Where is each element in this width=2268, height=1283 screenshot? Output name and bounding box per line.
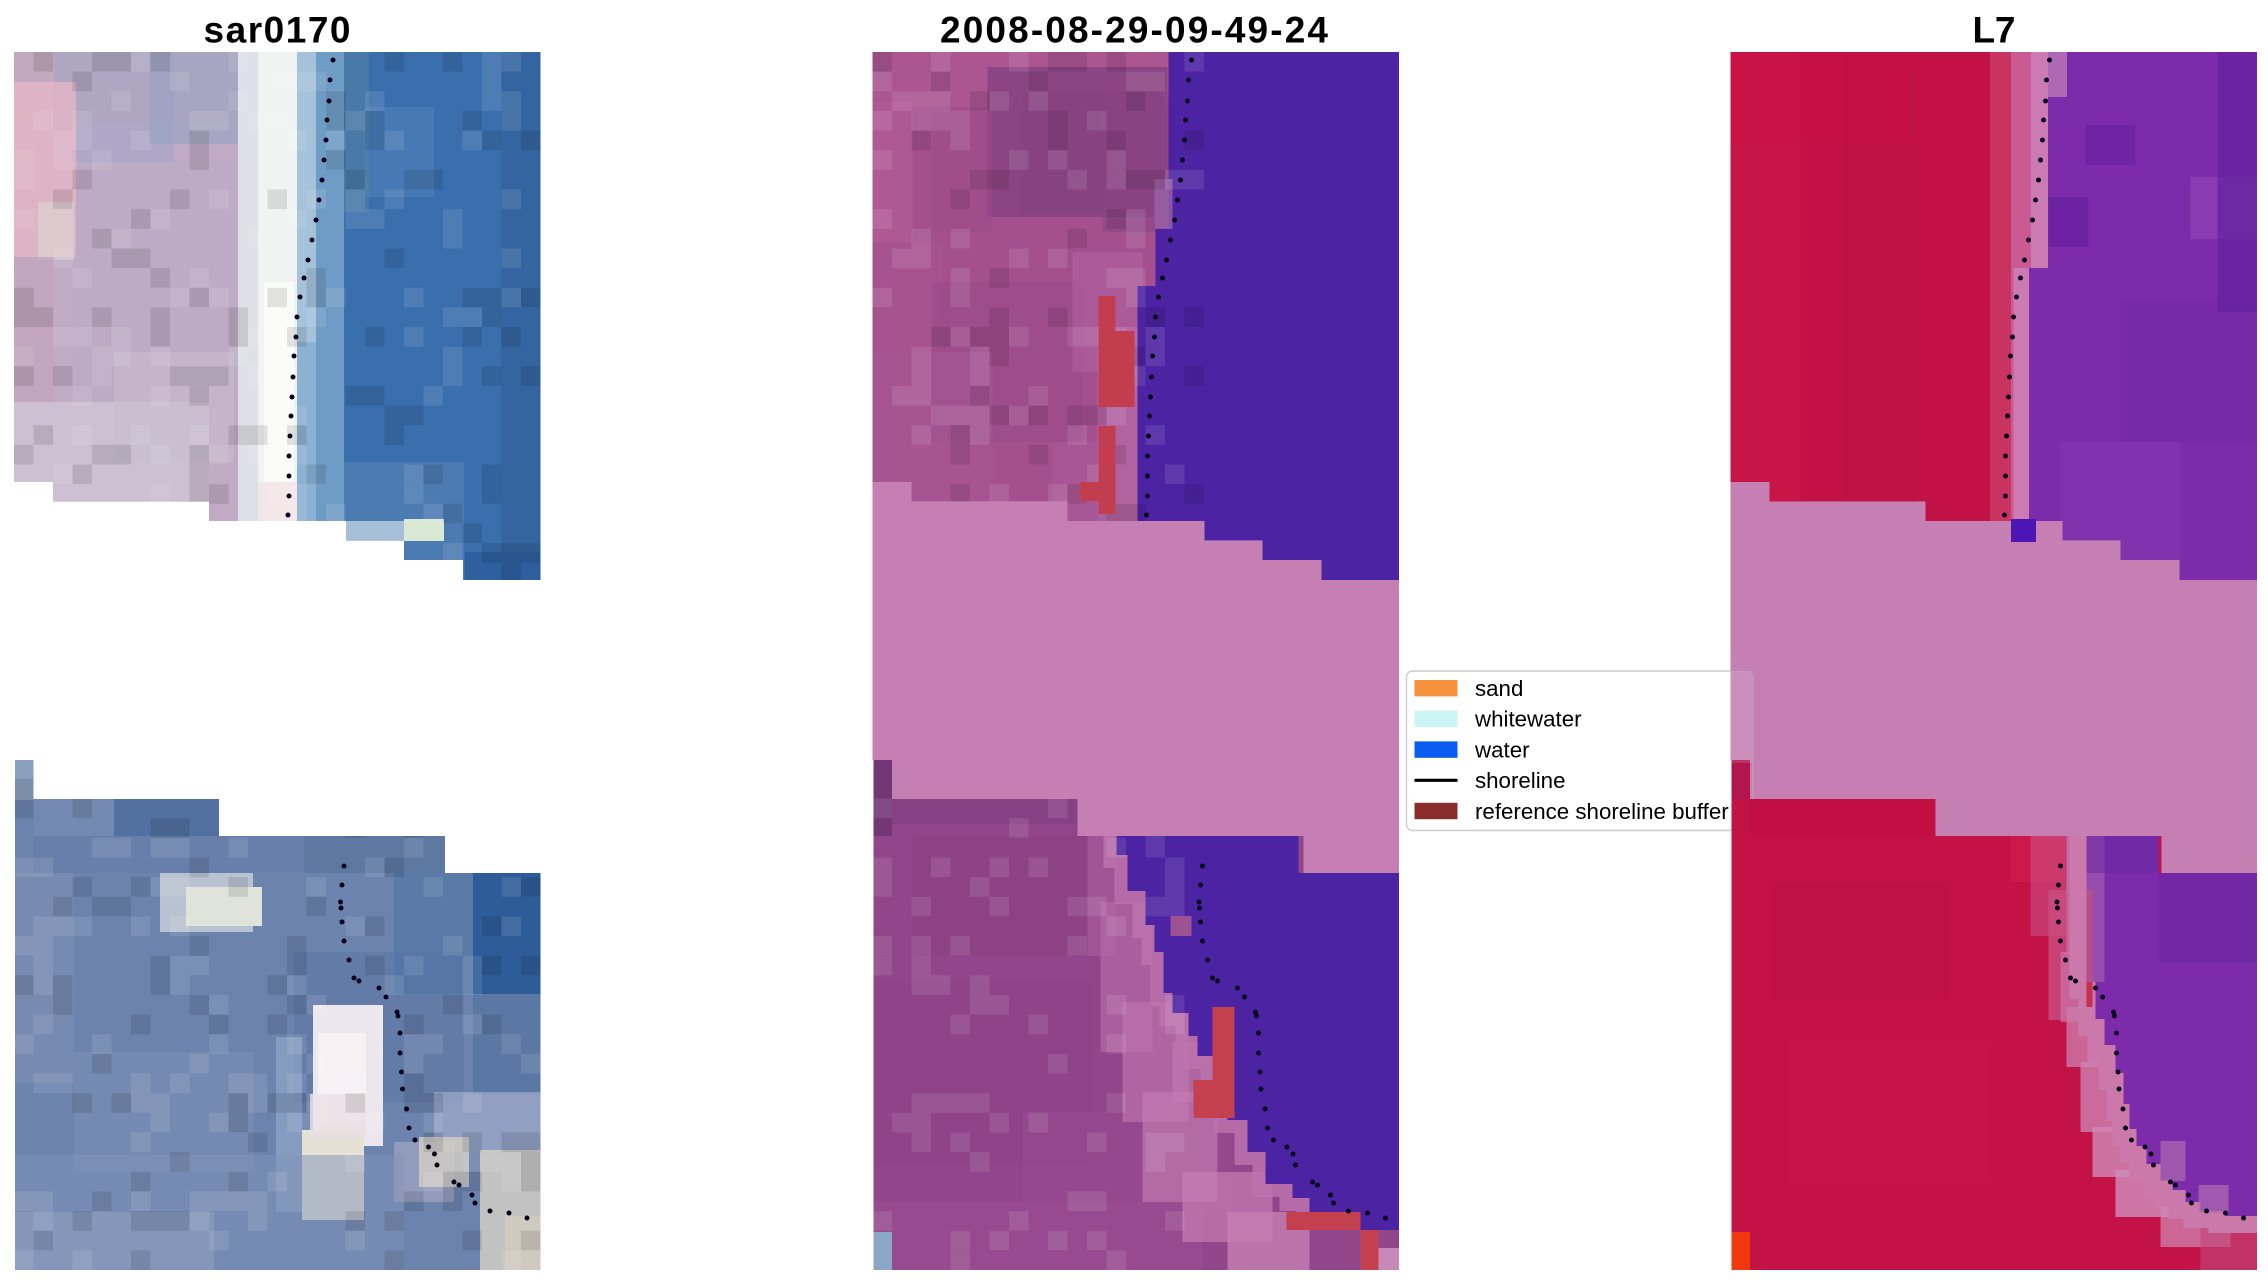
svg-text:shoreline: shoreline — [1475, 768, 1565, 793]
svg-text:whitewater: whitewater — [1474, 707, 1582, 732]
svg-text:2008-08-29-09-49-24: 2008-08-29-09-49-24 — [940, 10, 1328, 51]
svg-text:sar0170: sar0170 — [204, 10, 351, 51]
svg-text:water: water — [1474, 737, 1530, 762]
svg-text:sand: sand — [1475, 676, 1523, 701]
svg-text:reference shoreline buffer: reference shoreline buffer — [1475, 799, 1729, 824]
svg-text:L7: L7 — [1973, 10, 2016, 51]
